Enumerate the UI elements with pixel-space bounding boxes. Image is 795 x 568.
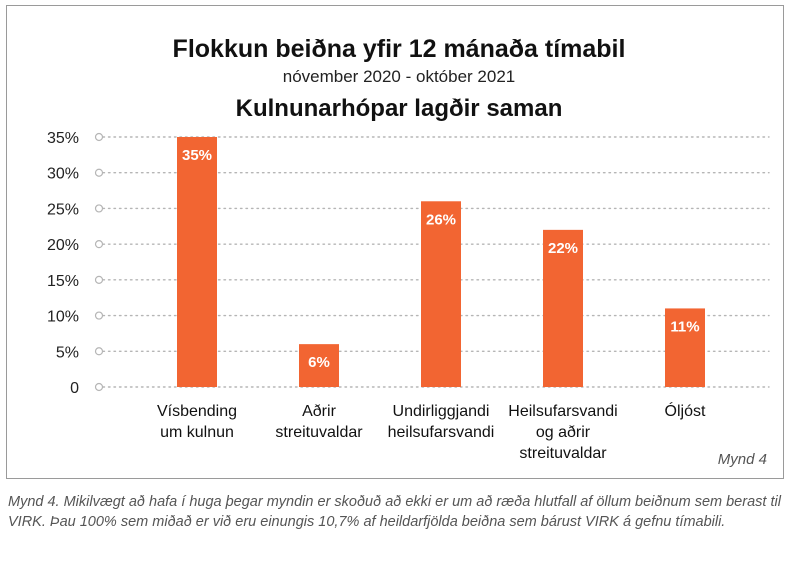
x-tick-label: Aðrir streituvaldar (275, 403, 363, 441)
bar (543, 229, 583, 387)
bar (665, 308, 705, 387)
gridline-marker (94, 311, 104, 320)
bar (421, 201, 461, 387)
chart-subtitle-2: Kulnunarhópar lagðir saman (236, 95, 563, 122)
chart-title: Flokkun beiðna yfir 12 mánaða tímabil (173, 35, 626, 63)
bar (177, 137, 217, 387)
chart-frame: Flokkun beiðna yfir 12 mánaða tímabil nó… (6, 5, 784, 479)
data-label: 26% (426, 211, 456, 228)
x-tick-label: Óljóst (665, 401, 706, 420)
x-tick-label: Vísbending um kulnun (157, 403, 237, 441)
x-tick-label: Heilsufarsvandi og aðrir streituvaldar (508, 403, 617, 462)
gridline-marker (94, 240, 104, 249)
gridline-marker (94, 382, 104, 392)
y-tick-label: 0 (70, 380, 79, 397)
y-tick-label: 25% (47, 201, 79, 218)
gridline-marker (94, 132, 104, 142)
y-tick-label: 30% (47, 166, 79, 183)
bars: 35% 6% 26% 22% 11% (177, 137, 705, 387)
data-label: 11% (670, 318, 699, 335)
y-tick-label: 15% (47, 273, 79, 290)
gridline-marker (94, 275, 104, 284)
gridline-marker (94, 204, 104, 213)
data-label: 22% (548, 240, 578, 257)
y-tick-label: 35% (47, 130, 79, 147)
gridline-marker (94, 347, 104, 356)
y-tick-label: 20% (47, 237, 79, 254)
y-axis-ticks: 0 5% 10% 15% 20% 25% 30% 35% (47, 130, 79, 397)
data-label: 35% (182, 147, 212, 164)
y-tick-label: 5% (56, 344, 79, 361)
data-label: 6% (308, 354, 330, 371)
figure-caption: Mynd 4. Mikilvægt að hafa í huga þegar m… (8, 494, 781, 530)
x-tick-label: Undirliggjandi heilsufarsvandi (388, 403, 495, 441)
figure-label: Mynd 4 (718, 451, 767, 468)
gridline-marker (94, 168, 104, 177)
bar-chart: Flokkun beiðna yfir 12 mánaða tímabil nó… (47, 35, 770, 468)
bar (299, 344, 339, 387)
chart-subtitle: nóvember 2020 - október 2021 (283, 67, 516, 86)
y-tick-label: 10% (47, 309, 79, 326)
x-axis-labels: Vísbending um kulnun Aðrir streituvaldar Und… (157, 401, 706, 462)
